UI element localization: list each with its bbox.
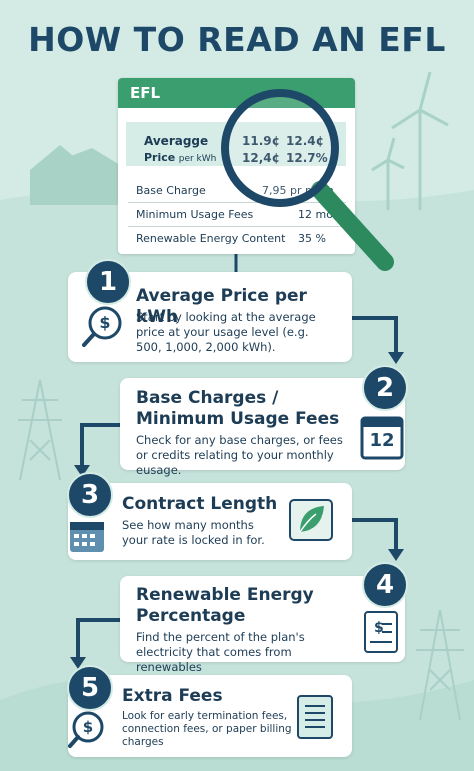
step-heading: Contract Length (122, 494, 278, 514)
step-text: Look for early termination fees, connect… (122, 710, 292, 748)
step-text: Start by looking at the average price at… (136, 310, 316, 354)
step-number: 1 (85, 259, 131, 305)
step-card (120, 378, 405, 470)
house (30, 145, 120, 205)
price-label: Price per kWh (144, 151, 216, 164)
title: HOW TO READ AN EFL (28, 20, 446, 59)
price-label: Averagge (144, 134, 209, 148)
arrow-head (70, 352, 404, 669)
step-heading: Extra Fees (122, 686, 223, 706)
dollar-icon: $ (68, 711, 104, 748)
price-unit: per kWh (178, 154, 217, 164)
step-card (120, 576, 405, 662)
svg-text:$: $ (374, 620, 384, 636)
step-heading: Base Charges / Minimum Usage Fees (136, 388, 340, 429)
leaf-icon (289, 499, 333, 541)
step-text: Check for any base charges, or fees or c… (136, 433, 343, 477)
calendar-icon (360, 416, 404, 460)
svg-text:$: $ (99, 313, 110, 332)
step-heading: Average Price per kWh (136, 286, 307, 327)
step-text: Find the percent of the plan's electrici… (136, 630, 305, 674)
calendar-icon (70, 522, 104, 552)
calendar-day: 12 (369, 430, 395, 451)
divider (128, 226, 346, 227)
svg-text:$: $ (83, 718, 93, 736)
document-icon (297, 695, 333, 739)
step-number: 2 (362, 365, 408, 411)
step-number: 3 (67, 472, 113, 518)
bill-icon: $ (364, 611, 398, 653)
step-text: See how many months your rate is locked … (122, 518, 265, 547)
step-number: 5 (67, 665, 113, 711)
flow-arrow (76, 316, 398, 660)
step-heading: Renewable Energy Percentage (136, 585, 314, 626)
price-label: Price (144, 151, 176, 164)
efl-row-label: Minimum Usage Fees (136, 208, 254, 221)
power-pylon (18, 379, 464, 721)
efl-row-label: Base Charge (136, 184, 206, 197)
efl-row-label: Renewable Energy Content (136, 232, 286, 245)
dollar-icon: $ (82, 306, 122, 347)
step-number: 4 (362, 562, 408, 608)
